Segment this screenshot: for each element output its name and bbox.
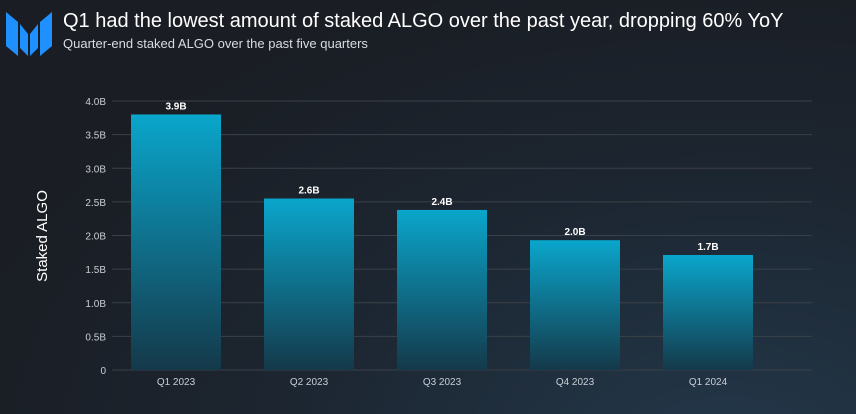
bar	[530, 240, 620, 370]
y-tick-label: 3.5B	[85, 131, 106, 142]
y-tick-label: 1.0B	[85, 299, 106, 310]
y-tick-label: 1.5B	[85, 265, 106, 276]
bar	[264, 198, 354, 370]
y-tick-label: 2.0B	[85, 232, 106, 243]
chart-subtitle: Quarter-end staked ALGO over the past fi…	[63, 36, 368, 51]
x-tick-label: Q4 2023	[556, 377, 595, 388]
y-tick-label: 3.0B	[85, 164, 106, 175]
y-tick-label: 4.0B	[85, 97, 106, 108]
data-label: 1.7B	[697, 242, 718, 253]
y-tick-label: 2.5B	[85, 198, 106, 209]
data-label: 2.6B	[298, 186, 319, 197]
chart-title: Q1 had the lowest amount of staked ALGO …	[63, 10, 784, 32]
y-tick-label: 0.5B	[85, 332, 106, 343]
x-tick-label: Q2 2023	[290, 377, 329, 388]
bar	[663, 255, 753, 370]
logo	[6, 12, 52, 56]
bar	[131, 114, 221, 370]
y-tick-label: 0	[100, 366, 106, 377]
data-label: 2.0B	[564, 227, 585, 238]
x-tick-label: Q3 2023	[423, 377, 462, 388]
x-tick-label: Q1 2023	[157, 377, 196, 388]
bar	[397, 209, 487, 370]
y-axis-label: Staked ALGO	[34, 190, 51, 282]
data-label: 2.4B	[431, 197, 452, 208]
data-label: 3.9B	[165, 101, 186, 112]
x-tick-label: Q1 2024	[689, 377, 728, 388]
